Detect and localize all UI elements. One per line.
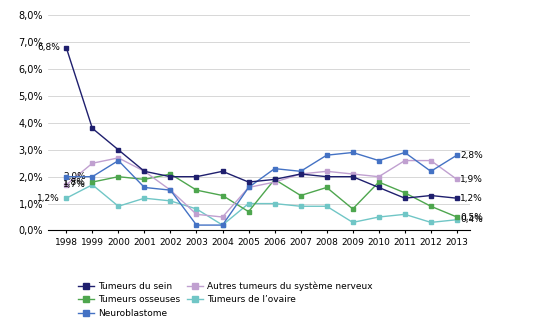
Tumeurs osseuses xyxy=(324,185,330,189)
Neuroblastome xyxy=(193,223,200,227)
Autres tumeurs du système nerveux xyxy=(245,185,252,189)
Neuroblastome xyxy=(219,223,226,227)
Neuroblastome xyxy=(454,153,460,157)
Autres tumeurs du système nerveux xyxy=(167,188,174,192)
Autres tumeurs du système nerveux xyxy=(454,177,460,181)
Tumeurs du sein xyxy=(402,196,408,200)
Tumeurs de l’ovaire xyxy=(428,220,434,224)
Tumeurs osseuses xyxy=(428,204,434,208)
Autres tumeurs du système nerveux xyxy=(115,156,122,160)
Tumeurs du sein xyxy=(193,175,200,179)
Autres tumeurs du système nerveux xyxy=(428,159,434,163)
Neuroblastome xyxy=(141,185,147,189)
Tumeurs du sein xyxy=(271,177,278,181)
Autres tumeurs du système nerveux xyxy=(219,215,226,219)
Tumeurs de l’ovaire xyxy=(167,199,174,203)
Neuroblastome xyxy=(115,159,122,163)
Tumeurs du sein xyxy=(428,193,434,197)
Autres tumeurs du système nerveux xyxy=(324,169,330,173)
Neuroblastome xyxy=(428,169,434,173)
Tumeurs de l’ovaire xyxy=(297,204,304,208)
Neuroblastome xyxy=(167,188,174,192)
Legend: Tumeurs du sein, Tumeurs osseuses, Neuroblastome, Autres tumeurs du système nerv: Tumeurs du sein, Tumeurs osseuses, Neuro… xyxy=(78,281,373,318)
Tumeurs osseuses xyxy=(141,177,147,181)
Neuroblastome xyxy=(350,151,356,155)
Line: Autres tumeurs du système nerveux: Autres tumeurs du système nerveux xyxy=(64,155,459,219)
Text: 0,5%: 0,5% xyxy=(460,212,483,221)
Tumeurs osseuses xyxy=(402,191,408,195)
Tumeurs osseuses xyxy=(115,175,122,179)
Text: 1,9%: 1,9% xyxy=(460,175,483,184)
Text: 2,0%: 2,0% xyxy=(63,172,86,181)
Text: 0,4%: 0,4% xyxy=(460,215,483,224)
Tumeurs de l’ovaire xyxy=(193,207,200,211)
Neuroblastome xyxy=(245,185,252,189)
Text: 1,7%: 1,7% xyxy=(63,180,86,189)
Autres tumeurs du système nerveux xyxy=(350,172,356,176)
Line: Tumeurs du sein: Tumeurs du sein xyxy=(64,45,459,201)
Line: Neuroblastome: Neuroblastome xyxy=(64,150,459,227)
Autres tumeurs du système nerveux xyxy=(297,172,304,176)
Tumeurs du sein xyxy=(350,175,356,179)
Tumeurs du sein xyxy=(219,169,226,173)
Tumeurs osseuses xyxy=(167,172,174,176)
Tumeurs de l’ovaire xyxy=(402,212,408,216)
Autres tumeurs du système nerveux xyxy=(271,180,278,184)
Line: Tumeurs osseuses: Tumeurs osseuses xyxy=(90,172,459,219)
Autres tumeurs du système nerveux xyxy=(63,183,69,187)
Tumeurs de l’ovaire xyxy=(115,204,122,208)
Text: 1,2%: 1,2% xyxy=(37,194,60,203)
Text: 6,8%: 6,8% xyxy=(37,43,60,52)
Tumeurs de l’ovaire xyxy=(350,220,356,224)
Tumeurs de l’ovaire xyxy=(89,183,96,187)
Tumeurs de l’ovaire xyxy=(245,202,252,206)
Neuroblastome xyxy=(297,169,304,173)
Tumeurs de l’ovaire xyxy=(454,218,460,222)
Tumeurs de l’ovaire xyxy=(324,204,330,208)
Tumeurs osseuses xyxy=(89,180,96,184)
Tumeurs du sein xyxy=(115,148,122,152)
Neuroblastome xyxy=(89,175,96,179)
Neuroblastome xyxy=(324,153,330,157)
Tumeurs de l’ovaire xyxy=(219,223,226,227)
Text: 1,8%: 1,8% xyxy=(63,178,86,187)
Autres tumeurs du système nerveux xyxy=(141,169,147,173)
Tumeurs de l’ovaire xyxy=(141,196,147,200)
Tumeurs osseuses xyxy=(219,193,226,197)
Autres tumeurs du système nerveux xyxy=(193,212,200,216)
Text: 1,2%: 1,2% xyxy=(460,194,483,203)
Tumeurs du sein xyxy=(454,196,460,200)
Tumeurs du sein xyxy=(63,46,69,50)
Text: 2,8%: 2,8% xyxy=(460,151,483,160)
Tumeurs osseuses xyxy=(245,210,252,214)
Tumeurs de l’ovaire xyxy=(375,215,382,219)
Tumeurs osseuses xyxy=(375,180,382,184)
Autres tumeurs du système nerveux xyxy=(402,159,408,163)
Tumeurs du sein xyxy=(297,172,304,176)
Line: Tumeurs de l’ovaire: Tumeurs de l’ovaire xyxy=(64,182,459,227)
Neuroblastome xyxy=(271,167,278,171)
Tumeurs du sein xyxy=(141,169,147,173)
Tumeurs osseuses xyxy=(271,177,278,181)
Tumeurs du sein xyxy=(375,185,382,189)
Tumeurs de l’ovaire xyxy=(271,202,278,206)
Autres tumeurs du système nerveux xyxy=(375,175,382,179)
Autres tumeurs du système nerveux xyxy=(89,161,96,165)
Tumeurs osseuses xyxy=(193,188,200,192)
Tumeurs du sein xyxy=(167,175,174,179)
Tumeurs du sein xyxy=(324,175,330,179)
Neuroblastome xyxy=(402,151,408,155)
Tumeurs osseuses xyxy=(454,215,460,219)
Neuroblastome xyxy=(375,159,382,163)
Tumeurs de l’ovaire xyxy=(63,196,69,200)
Tumeurs du sein xyxy=(245,180,252,184)
Tumeurs du sein xyxy=(89,126,96,130)
Tumeurs osseuses xyxy=(297,193,304,197)
Tumeurs osseuses xyxy=(350,207,356,211)
Neuroblastome xyxy=(63,175,69,179)
